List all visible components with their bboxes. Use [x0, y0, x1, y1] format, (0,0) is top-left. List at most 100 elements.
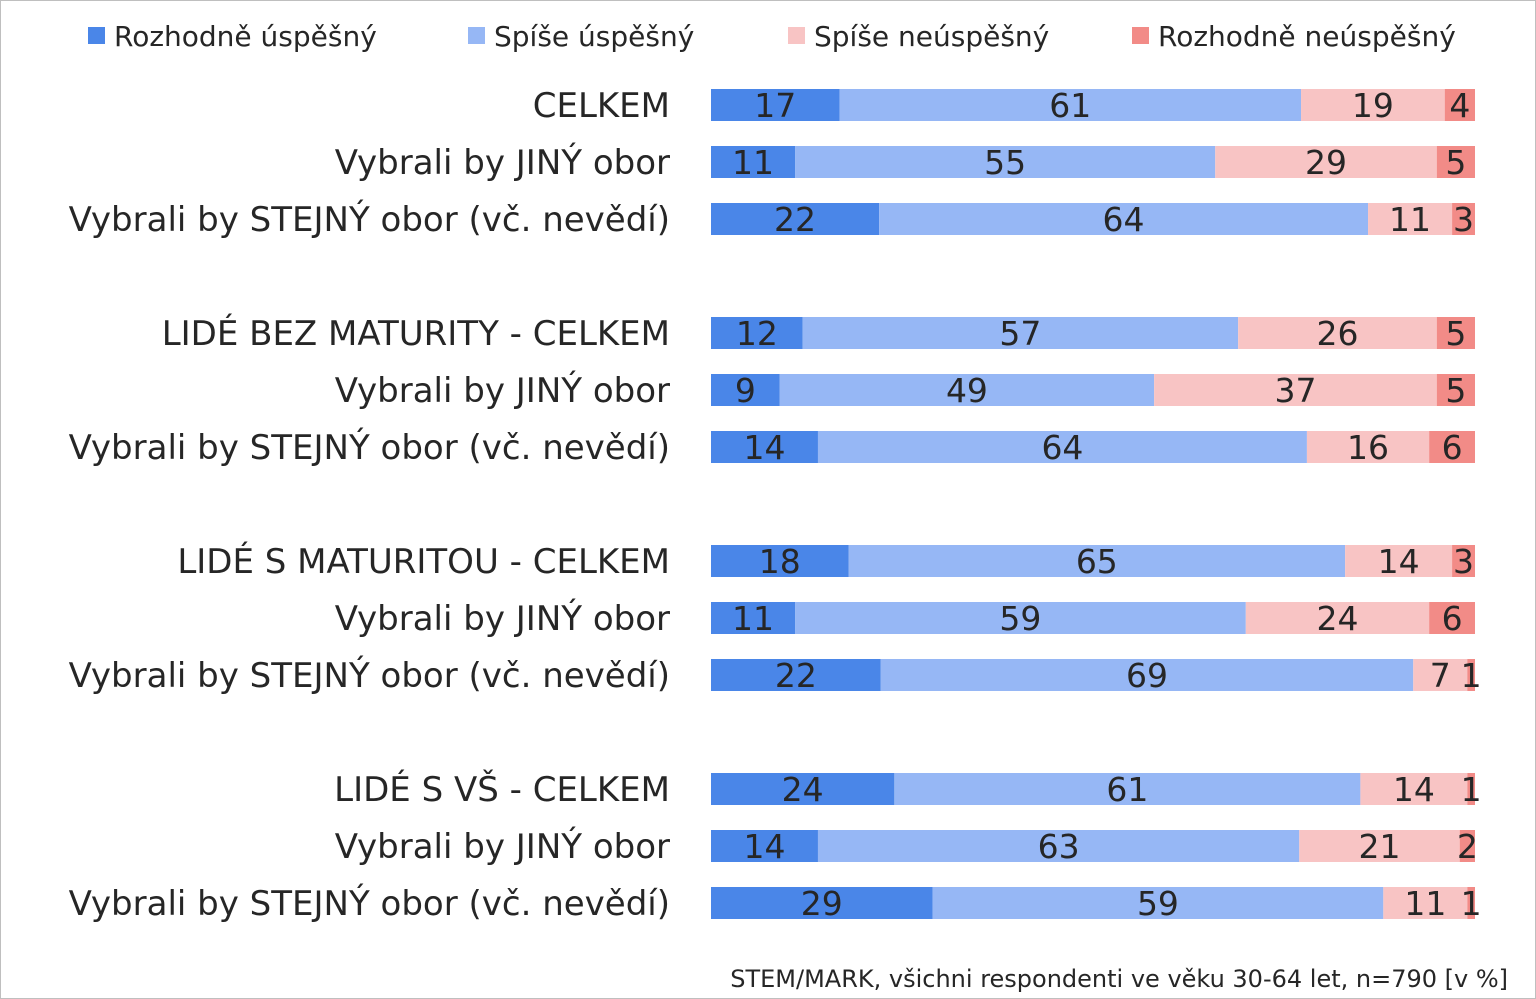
data-label: 14 [1378, 542, 1420, 581]
data-label: 61 [1049, 86, 1091, 125]
bar-segment [711, 887, 933, 919]
data-label: 5 [1445, 371, 1466, 410]
data-label: 6 [1442, 428, 1463, 467]
data-label: 11 [1389, 200, 1431, 239]
category-label: LIDÉ S VŠ - CELKEM [334, 769, 670, 810]
category-label: Vybrali by JINÝ obor [335, 142, 670, 183]
category-label: Vybrali by JINÝ obor [335, 826, 670, 867]
bar-segment [1467, 773, 1475, 805]
data-label: 11 [732, 599, 774, 638]
bar-segment [711, 830, 818, 862]
bar-segment [817, 431, 1307, 463]
bar-segment [1429, 602, 1475, 634]
data-label: 69 [1126, 656, 1168, 695]
bar-segment [1245, 602, 1430, 634]
data-label: 24 [782, 770, 824, 809]
bar-segment [880, 659, 1414, 691]
legend-swatch [88, 27, 105, 44]
bar-segment [1467, 659, 1475, 691]
data-label: 29 [801, 884, 843, 923]
bar-segment [711, 374, 780, 406]
bar-area [711, 89, 1475, 919]
data-label: 11 [1404, 884, 1446, 923]
data-label: 65 [1076, 542, 1118, 581]
bar-segment [795, 602, 1246, 634]
data-label: 63 [1038, 827, 1080, 866]
bar-segment [1238, 317, 1437, 349]
bar-segment [711, 317, 803, 349]
bar-segment [711, 545, 849, 577]
data-label: 29 [1305, 143, 1347, 182]
data-label: 12 [736, 314, 778, 353]
category-label: LIDÉ BEZ MATURITY - CELKEM [162, 313, 670, 354]
data-label: 1 [1461, 656, 1482, 695]
data-label: 1 [1461, 884, 1482, 923]
legend-label: Rozhodně úspěšný [114, 20, 377, 53]
data-label: 7 [1430, 656, 1451, 695]
data-labels: 17 61 19 411 55 29 522 64 11 312 57 26 59 49 37 514 64 16… [732, 86, 1482, 923]
legend-swatch [1132, 27, 1149, 44]
category-label: LIDÉ S MATURITOU - CELKEM [177, 541, 670, 582]
legend-item: Spíše neúspěšný [788, 20, 1049, 53]
data-label: 11 [732, 143, 774, 182]
bar-segment [1368, 203, 1453, 235]
data-label: 37 [1274, 371, 1316, 410]
bar-segment [1413, 659, 1468, 691]
data-label: 21 [1359, 827, 1401, 866]
data-label: 2 [1457, 827, 1478, 866]
bar-segment [1299, 830, 1460, 862]
chart-legend: Rozhodně úspěšný Spíše úspěšný Spíše neúsp… [88, 20, 1456, 53]
bar-segment [932, 887, 1384, 919]
data-label: 61 [1106, 770, 1148, 809]
bar-segment [1301, 89, 1445, 121]
category-label: CELKEM [533, 86, 670, 126]
data-label: 19 [1352, 86, 1394, 125]
data-label: 17 [754, 86, 796, 125]
bar-segment [879, 203, 1369, 235]
data-label: 6 [1442, 599, 1463, 638]
data-label: 18 [759, 542, 801, 581]
data-label: 9 [735, 371, 756, 410]
data-label: 24 [1316, 599, 1358, 638]
data-label: 59 [999, 599, 1041, 638]
bar-segment [1429, 431, 1475, 463]
data-label: 22 [774, 200, 816, 239]
bar-segment [1306, 431, 1430, 463]
data-label: 14 [743, 428, 785, 467]
data-label: 5 [1445, 143, 1466, 182]
bar-segment [1444, 89, 1475, 121]
bar-segment [711, 773, 895, 805]
bar-segment [1360, 773, 1468, 805]
data-label: 26 [1316, 314, 1358, 353]
bar-segment [1436, 146, 1475, 178]
source-note: STEM/MARK, všichni respondenti ve věku 3… [730, 965, 1508, 993]
data-label: 14 [1393, 770, 1435, 809]
bar-segment [817, 830, 1300, 862]
data-label: 5 [1445, 314, 1466, 353]
category-labels: CELKEM Vybrali by JINÝ obor Vybrali by STE… [69, 86, 670, 924]
bar-segment [711, 203, 880, 235]
bar-segment [779, 374, 1155, 406]
data-label: 3 [1453, 200, 1474, 239]
category-label: Vybrali by STEJNÝ obor (vč. nevědí) [69, 883, 670, 924]
data-label: 64 [1103, 200, 1145, 239]
bar-segment [1459, 830, 1475, 862]
legend-label: Spíše neúspěšný [814, 20, 1049, 53]
data-label: 4 [1449, 86, 1470, 125]
category-label: Vybrali by STEJNÝ obor (vč. nevědí) [69, 655, 670, 696]
bar-segment [839, 89, 1302, 121]
data-label: 1 [1461, 770, 1482, 809]
data-label: 22 [775, 656, 817, 695]
bar-segment [1345, 545, 1453, 577]
data-label: 55 [984, 143, 1026, 182]
bar-segment [1452, 203, 1475, 235]
legend-label: Spíše úspěšný [494, 20, 694, 53]
bar-segment [711, 602, 796, 634]
bar-segment [1436, 317, 1475, 349]
data-label: 57 [999, 314, 1041, 353]
category-label: Vybrali by STEJNÝ obor (vč. nevědí) [69, 427, 670, 468]
bar-segment [1436, 374, 1475, 406]
category-label: Vybrali by STEJNÝ obor (vč. nevědí) [69, 199, 670, 240]
data-label: 16 [1347, 428, 1389, 467]
